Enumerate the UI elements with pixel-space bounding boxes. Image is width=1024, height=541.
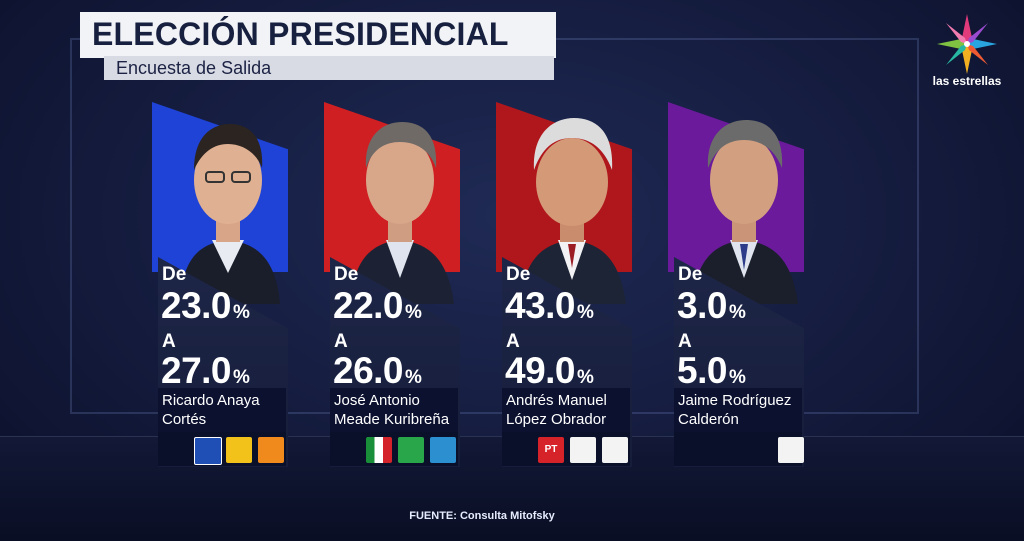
prd-logo-icon xyxy=(226,437,252,463)
party-logos xyxy=(674,432,804,466)
to-label: A xyxy=(506,331,520,352)
mc-logo-icon xyxy=(258,437,284,463)
from-value: 23.0% xyxy=(161,285,250,326)
morena-logo-icon xyxy=(570,437,596,463)
to-value: 27.0% xyxy=(161,350,250,391)
from-label: De xyxy=(334,264,359,285)
star-burst-icon xyxy=(937,14,997,74)
pes-logo-icon xyxy=(602,437,628,463)
party-logos: PT xyxy=(502,432,630,466)
from-value: 3.0% xyxy=(677,285,746,326)
pan-logo-icon xyxy=(194,437,222,465)
candidate-photo xyxy=(520,118,626,304)
to-label: A xyxy=(162,331,176,352)
pvem-logo-icon xyxy=(398,437,424,463)
candidate-card-anaya: De 23.0% A 27.0% Ricardo Anaya Cortés xyxy=(152,102,288,470)
to-label: A xyxy=(334,331,348,352)
panal-logo-icon xyxy=(430,437,456,463)
from-label: De xyxy=(162,264,187,285)
candidate-card-meade: De 22.0% A 26.0% José Antonio Meade Kuri… xyxy=(324,102,460,470)
network-logo-text: las estrellas xyxy=(932,74,1002,88)
from-value: 22.0% xyxy=(333,285,422,326)
candidate-card-rodriguez: De 3.0% A 5.0% Jaime Rodríguez Calderón xyxy=(668,102,804,470)
party-logos xyxy=(158,432,286,466)
candidate-name: Ricardo Anaya Cortés xyxy=(158,388,286,432)
to-value: 26.0% xyxy=(333,350,422,391)
independent-logo-icon xyxy=(778,437,804,463)
pt-logo-icon: PT xyxy=(538,437,564,463)
candidate-photo xyxy=(350,122,454,304)
candidate-name: Andrés Manuel López Obrador xyxy=(502,388,630,432)
to-label: A xyxy=(678,331,692,352)
source-note: FUENTE: Consulta Mitofsky xyxy=(409,510,555,522)
candidate-photo xyxy=(180,124,280,304)
from-value: 43.0% xyxy=(505,285,594,326)
candidate-name: José Antonio Meade Kuribreña xyxy=(330,388,458,432)
from-label: De xyxy=(678,264,703,285)
title-banner: ELECCIÓN PRESIDENCIAL xyxy=(80,12,556,58)
from-label: De xyxy=(506,264,531,285)
subtitle-banner: Encuesta de Salida xyxy=(104,56,554,80)
to-value: 49.0% xyxy=(505,350,594,391)
pri-logo-icon xyxy=(366,437,392,463)
candidate-name: Jaime Rodríguez Calderón xyxy=(674,388,802,432)
candidate-card-lopez-obrador: De 43.0% A 49.0% Andrés Manuel López Obr… xyxy=(496,102,632,470)
to-value: 5.0% xyxy=(677,350,746,391)
page-subtitle: Encuesta de Salida xyxy=(116,58,272,78)
page-title: ELECCIÓN PRESIDENCIAL xyxy=(92,16,509,52)
party-logos xyxy=(330,432,458,466)
